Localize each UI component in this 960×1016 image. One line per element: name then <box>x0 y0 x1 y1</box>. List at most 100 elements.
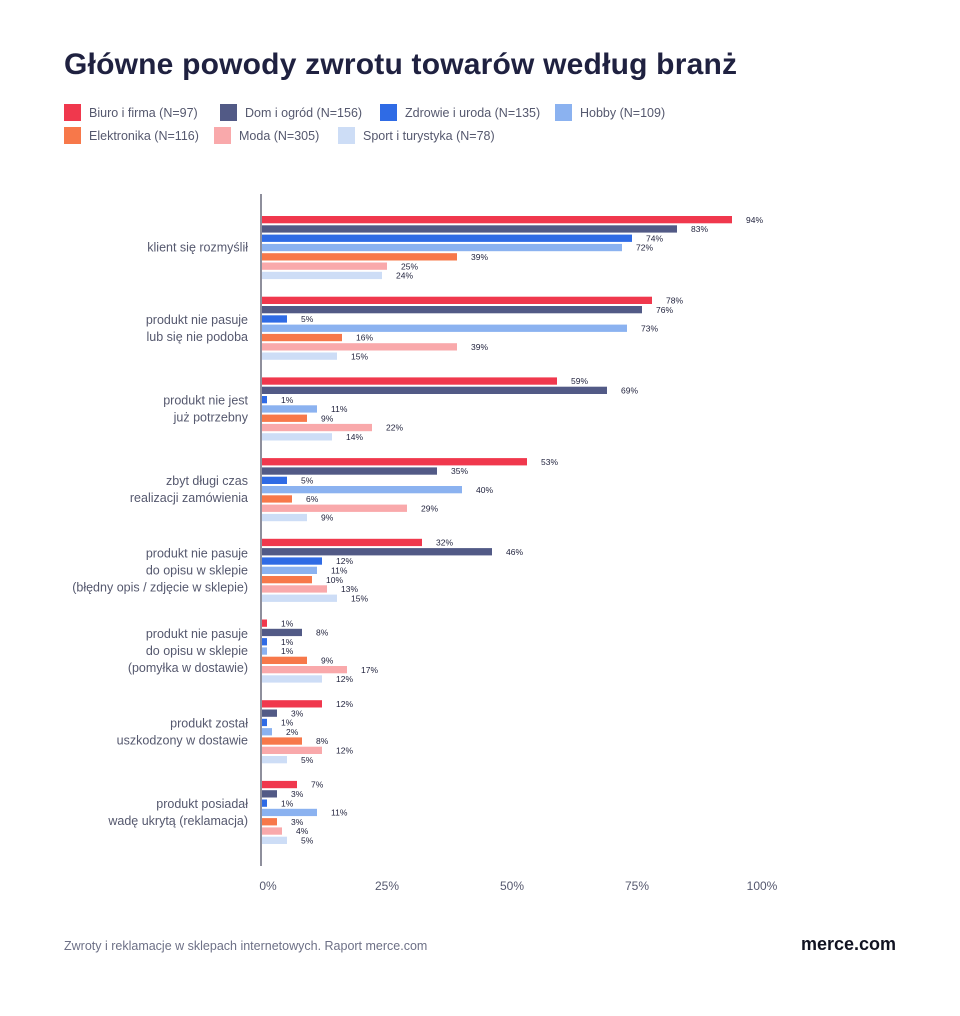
legend-item-biuro: Biuro i firma (N=97) <box>64 104 198 121</box>
bar <box>262 486 462 494</box>
legend-label: Elektronika (N=116) <box>89 128 199 143</box>
data-label: 35% <box>451 466 468 476</box>
legend-item-elektronika: Elektronika (N=116) <box>64 127 199 144</box>
data-label: 16% <box>356 333 373 343</box>
data-label: 46% <box>506 547 523 557</box>
bar <box>262 495 292 503</box>
bar <box>262 234 632 242</box>
legend-item-zdrowie: Zdrowie i uroda (N=135) <box>380 104 540 121</box>
bar <box>262 576 312 584</box>
bar <box>262 666 347 674</box>
data-label: 1% <box>281 718 294 728</box>
data-label: 69% <box>621 386 638 396</box>
data-label: 1% <box>281 637 294 647</box>
category-label: produkt nie pasuje <box>146 627 248 641</box>
bar <box>262 467 437 475</box>
data-label: 32% <box>436 538 453 548</box>
data-label: 78% <box>666 296 683 306</box>
legend-swatch <box>64 104 81 121</box>
bar <box>262 538 422 547</box>
category-label: produkt nie pasuje <box>146 546 248 560</box>
data-label: 72% <box>636 243 653 253</box>
bar <box>262 315 287 323</box>
data-label: 1% <box>281 646 294 656</box>
data-label: 11% <box>331 808 348 818</box>
bar <box>262 513 307 522</box>
legend-label: Dom i ogród (N=156) <box>245 105 363 120</box>
category-label: produkt nie pasuje <box>146 313 248 327</box>
legend-label: Hobby (N=109) <box>580 105 666 120</box>
bar <box>262 718 267 727</box>
bar <box>262 790 277 798</box>
source-note: Zwroty i reklamacje w sklepach interneto… <box>64 939 428 953</box>
legend-swatch <box>214 127 231 144</box>
data-label: 73% <box>641 323 658 333</box>
legend-label: Biuro i firma (N=97) <box>89 105 198 120</box>
data-label: 3% <box>291 817 304 827</box>
bar <box>262 216 732 224</box>
data-label: 1% <box>281 618 294 628</box>
x-tick-label: 25% <box>375 879 399 893</box>
data-label: 12% <box>336 556 353 566</box>
data-label: 6% <box>306 494 319 504</box>
data-label: 5% <box>301 314 314 324</box>
bar <box>262 458 527 466</box>
bar <box>262 433 332 441</box>
bar <box>262 414 307 422</box>
bar <box>262 594 337 602</box>
chart-title: Główne powody zwrotu towarów według bran… <box>64 48 738 81</box>
bar <box>262 737 302 745</box>
legend-item-moda: Moda (N=305) <box>214 127 319 144</box>
bar <box>262 396 267 404</box>
legend-label: Sport i turystyka (N=78) <box>363 128 495 143</box>
bar <box>262 566 317 574</box>
category-label: realizacji zamówienia <box>130 491 248 505</box>
data-label: 25% <box>401 261 418 271</box>
data-label: 3% <box>291 708 304 718</box>
category-label: zbyt długi czas <box>166 474 248 488</box>
bar <box>262 296 652 304</box>
category-label: (błędny opis / zdjęcie w sklepie) <box>72 580 248 594</box>
category-label: produkt nie jest <box>163 393 248 407</box>
bar <box>262 628 302 637</box>
bar <box>262 271 382 280</box>
bar <box>262 243 622 252</box>
data-label: 74% <box>646 233 663 243</box>
data-label: 12% <box>336 699 353 709</box>
bar <box>262 709 277 717</box>
legend-swatch <box>338 127 355 144</box>
data-label: 13% <box>341 584 358 594</box>
data-label: 5% <box>301 755 314 765</box>
legend-item-hobby: Hobby (N=109) <box>555 104 665 121</box>
brand-logo: merce.com <box>800 934 896 954</box>
data-label: 83% <box>691 224 708 234</box>
data-label: 5% <box>301 476 314 486</box>
data-label: 76% <box>656 305 673 315</box>
data-label: 4% <box>296 826 309 836</box>
data-label: 10% <box>326 575 343 585</box>
data-label: 39% <box>471 342 488 352</box>
bar <box>262 656 307 664</box>
x-tick-label: 0% <box>259 879 277 893</box>
bar <box>262 262 387 270</box>
data-label: 3% <box>291 789 304 799</box>
bar <box>262 557 322 565</box>
legend-label: Moda (N=305) <box>239 128 320 143</box>
bar <box>262 476 287 484</box>
category-label: produkt posiadał <box>156 797 248 811</box>
legend-swatch <box>64 127 81 144</box>
legend-swatch <box>555 104 572 121</box>
data-label: 1% <box>281 395 294 405</box>
bar <box>262 728 272 736</box>
x-tick-label: 50% <box>500 879 524 893</box>
data-label: 59% <box>571 376 588 386</box>
data-label: 14% <box>346 432 363 442</box>
bar <box>262 585 327 593</box>
data-label: 24% <box>396 271 413 281</box>
bar <box>262 808 317 817</box>
bar <box>262 343 457 351</box>
bar <box>262 423 372 432</box>
data-label: 11% <box>331 566 348 576</box>
bar <box>262 504 407 512</box>
